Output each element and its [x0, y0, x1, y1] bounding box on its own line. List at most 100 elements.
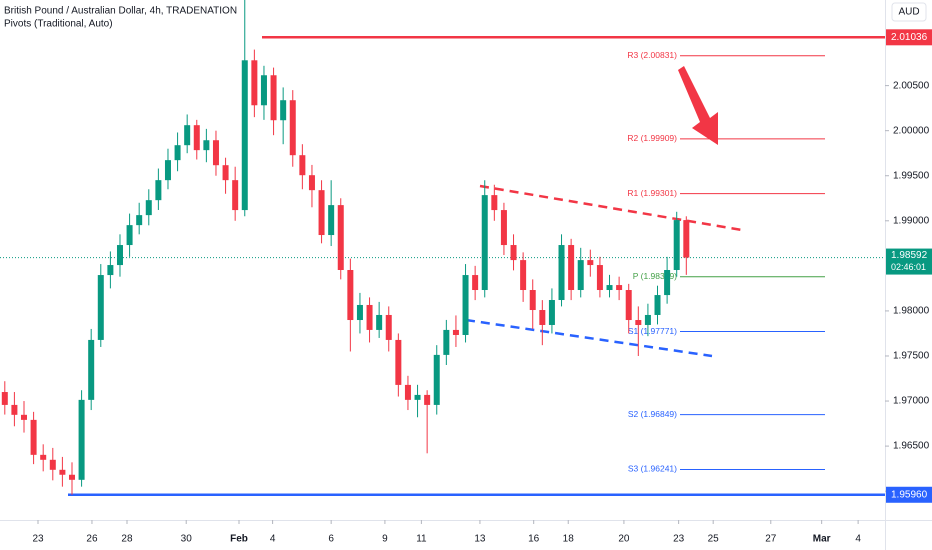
y-tick-label: 1.99000 — [893, 215, 930, 226]
candle-body — [337, 205, 344, 271]
pivot-label: S2 (1.96849) — [628, 409, 677, 419]
y-tick-label: 2.00000 — [893, 125, 930, 136]
candle-body — [644, 314, 651, 325]
candle-body — [500, 210, 507, 246]
y-tick-label: 1.97000 — [893, 396, 930, 407]
candle-body — [30, 419, 37, 455]
currency[interactable]: AUD — [898, 7, 919, 18]
x-tick-label: 30 — [181, 534, 193, 545]
candle-body — [222, 165, 229, 181]
candle-body — [529, 290, 536, 311]
support-trendline — [465, 318, 713, 358]
candle-body — [328, 205, 335, 236]
pivot-label: R1 (1.99301) — [627, 188, 677, 198]
candle-body — [606, 285, 613, 291]
candle-body — [548, 300, 555, 325]
pivot-label: P (1.98379) — [633, 271, 677, 281]
candle-body — [347, 270, 354, 321]
candle-body — [145, 200, 152, 216]
candle-body — [625, 290, 632, 321]
x-tick-label: 27 — [765, 534, 777, 545]
candle-body — [164, 160, 171, 181]
candle-body — [116, 245, 123, 266]
pivot-label: S3 (1.96241) — [628, 464, 677, 474]
candle-body — [20, 414, 27, 420]
y-tick-label: 1.98000 — [893, 306, 930, 317]
candle-body — [443, 329, 450, 355]
candle-body — [491, 195, 498, 211]
x-tick-label: 28 — [121, 534, 133, 545]
last-price-label: 1.98592 — [891, 250, 928, 261]
candle-body — [616, 285, 623, 291]
candle-body — [481, 195, 488, 291]
candle-body — [520, 260, 527, 291]
x-tick-label: 6 — [328, 534, 334, 545]
candle-body — [654, 295, 661, 315]
candle-body — [260, 75, 267, 106]
x-tick-label: 26 — [86, 534, 98, 545]
candle-body — [136, 215, 143, 226]
level-label-box — [886, 29, 932, 46]
candle-body — [88, 339, 95, 400]
candle-body — [404, 384, 411, 400]
candle-body — [299, 155, 306, 176]
candle-body — [635, 320, 642, 325]
candle-body — [308, 175, 315, 191]
candle-body — [59, 469, 66, 475]
x-tick-label: 9 — [382, 534, 388, 545]
x-tick-label: 13 — [474, 534, 486, 545]
candle-body — [385, 314, 392, 340]
last-price-box — [886, 248, 932, 275]
pivot-label: R3 (2.00831) — [627, 50, 677, 60]
x-tick-label: 23 — [32, 534, 44, 545]
x-tick-label: 18 — [563, 534, 575, 545]
pivot-label: S1 (1.97771) — [628, 326, 677, 336]
level-label-box — [886, 486, 932, 503]
y-tick-label: 1.99500 — [893, 170, 930, 181]
y-tick-label: 2.00500 — [893, 80, 930, 91]
candle-body — [174, 145, 181, 161]
candle-body — [462, 275, 469, 335]
x-tick-label: 11 — [416, 534, 427, 545]
candle-body — [510, 245, 517, 261]
candle-body — [251, 60, 258, 106]
candle-body — [49, 459, 56, 470]
x-tick-label: 4 — [270, 534, 276, 545]
level-label: 1.95960 — [891, 489, 928, 500]
candle-body — [558, 245, 565, 301]
candle-body — [414, 394, 421, 400]
candle-body — [155, 180, 162, 201]
candle-body — [452, 329, 459, 335]
countdown-label: 02:46:01 — [891, 262, 926, 272]
candle-body — [539, 310, 546, 325]
arrow — [678, 66, 718, 145]
currency-box[interactable] — [891, 2, 927, 22]
candle-body — [289, 100, 296, 156]
candle-body — [126, 225, 133, 246]
candle-body — [184, 125, 191, 146]
candle-body — [395, 339, 402, 385]
x-tick-label: Mar — [813, 534, 831, 545]
candle-body — [212, 140, 219, 166]
candle-body — [68, 474, 75, 480]
candle-body — [97, 275, 104, 340]
candle-body — [596, 265, 603, 291]
candle-body — [318, 190, 325, 236]
candle-body — [270, 75, 277, 121]
candle-body — [11, 404, 18, 415]
candle-body — [193, 125, 200, 151]
candle-body — [40, 454, 47, 460]
candle-body — [232, 180, 239, 211]
candle-body — [587, 260, 594, 266]
x-tick-label: 20 — [618, 534, 630, 545]
candle-body — [673, 220, 680, 271]
x-tick-label: 25 — [708, 534, 720, 545]
indicator-label: Pivots (Traditional, Auto) — [4, 19, 113, 30]
pivot-label: R2 (1.99909) — [627, 133, 677, 143]
candle-body — [577, 260, 584, 291]
candle-body — [433, 354, 440, 405]
y-tick-label: 1.96500 — [893, 441, 930, 452]
candle-body — [472, 275, 479, 291]
candle-body — [664, 270, 671, 296]
